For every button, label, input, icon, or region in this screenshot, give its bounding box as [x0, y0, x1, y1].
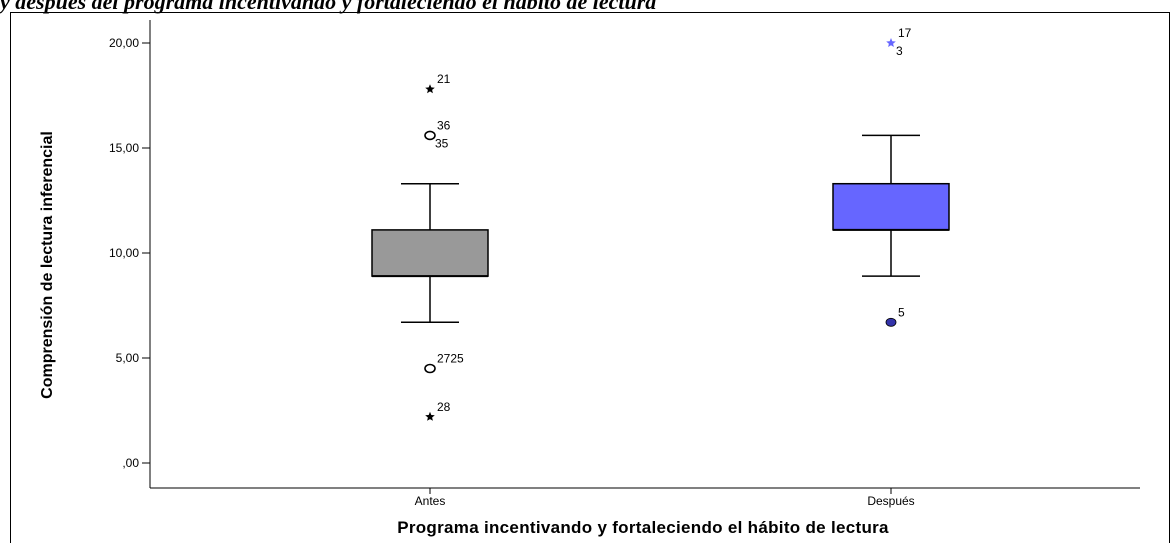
- outlier-star: [886, 38, 896, 47]
- outlier-label: 21: [437, 72, 451, 86]
- iqr-box: [832, 182, 950, 231]
- x-axis-label: Programa incentivando y fortaleciendo el…: [397, 518, 889, 537]
- x-tick-label: Después: [867, 494, 914, 508]
- x-tick-label: Antes: [415, 494, 446, 508]
- y-tick-label: ,00: [122, 456, 139, 470]
- outlier-circle: [424, 363, 436, 374]
- outlier-dot: [885, 317, 897, 327]
- outlier-label: 2725: [437, 352, 464, 366]
- outlier-label: 36: [437, 118, 451, 132]
- outlier-label: 35: [435, 136, 449, 150]
- y-tick-label: 15,00: [109, 141, 139, 155]
- outlier-star: [425, 411, 435, 421]
- chart-frame: [10, 12, 1170, 543]
- box-antes: 21 36 35 2725 28: [371, 72, 489, 421]
- y-tick-label: 10,00: [109, 246, 139, 260]
- y-axis-label: Comprensión de lectura inferencial: [39, 131, 56, 399]
- figure-caption: y después del programa incentivando y fo…: [0, 0, 657, 14]
- outlier-circle: [424, 130, 436, 141]
- outlier-label: 5: [898, 305, 905, 319]
- outlier-label: 17: [898, 26, 912, 40]
- outlier-label: 3: [896, 44, 903, 58]
- y-tick-label: 20,00: [109, 36, 139, 50]
- iqr-box: [371, 229, 489, 277]
- outlier-label: 28: [437, 400, 451, 414]
- outlier-star: [425, 84, 435, 94]
- y-tick-label: 5,00: [116, 351, 140, 365]
